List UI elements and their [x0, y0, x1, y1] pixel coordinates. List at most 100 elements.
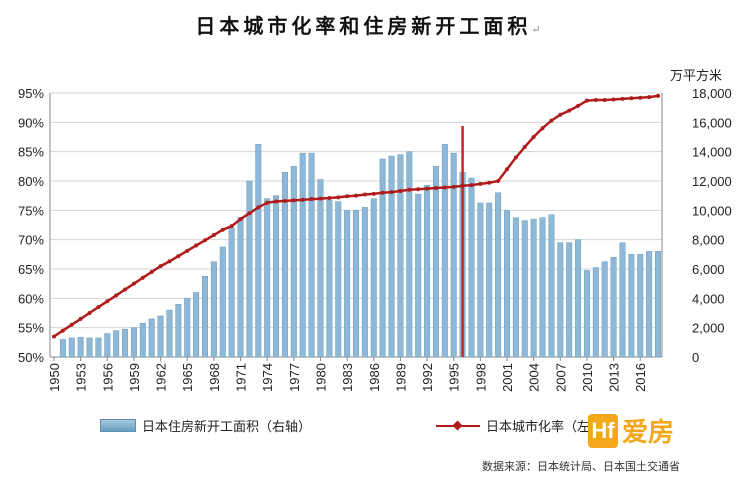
urbanization-point-1951 [60, 328, 65, 333]
bar-2013 [610, 257, 617, 358]
urbanization-point-1964 [176, 254, 181, 259]
x-tick-label: 1977 [287, 363, 302, 392]
urbanization-point-1973 [256, 205, 261, 210]
y-right-tick-label: 14,000 [692, 145, 732, 160]
chart-title-text: 日本城市化率和住房新开工面积 [195, 14, 532, 38]
y-right-tick-label: 12,000 [692, 174, 732, 189]
urbanization-point-2003 [522, 144, 527, 149]
bar-1998 [477, 202, 484, 358]
bar-1967 [202, 276, 208, 358]
legend-line-label: 日本城市化率（左轴） [486, 420, 617, 435]
bar-2009 [575, 239, 582, 358]
legend-line-entry: 日本城市化率（左轴） [436, 416, 616, 435]
y-left-tick-label: 65% [18, 262, 44, 277]
bar-1986 [370, 198, 377, 358]
bar-2001 [504, 210, 510, 358]
bar-1979 [308, 152, 315, 358]
bar-1999 [486, 202, 493, 358]
x-tick-label: 1965 [180, 363, 195, 392]
urbanization-point-1969 [220, 227, 225, 232]
urbanization-point-1995 [451, 184, 456, 189]
y-left-tick-label: 90% [18, 115, 44, 130]
urbanization-point-1981 [327, 196, 332, 201]
bar-1983 [344, 210, 351, 358]
urbanization-point-1997 [469, 183, 474, 188]
bar-2018 [655, 251, 661, 358]
bar-2006 [548, 214, 555, 358]
bar-1959 [130, 327, 137, 358]
urbanization-point-1974 [265, 200, 270, 205]
y-right-tick-label: 6,000 [692, 262, 725, 277]
x-tick-label: 1959 [127, 363, 142, 392]
x-tick-label: 1992 [420, 363, 435, 392]
urbanization-point-1977 [291, 198, 296, 203]
chart-title: 日本城市化率和住房新开工面积↵ [0, 10, 740, 39]
urbanization-point-2004 [531, 135, 536, 139]
return-mark-icon: ↵ [531, 23, 545, 36]
bar-1987 [379, 158, 386, 358]
bar-1997 [468, 177, 475, 358]
bar-1951 [59, 339, 66, 358]
urbanization-point-2010 [584, 98, 589, 103]
bar-1978 [299, 152, 306, 358]
urbanization-point-2015 [629, 96, 634, 101]
bar-1973 [255, 144, 262, 358]
urbanization-point-1996 [460, 183, 465, 188]
legend-line-swatch [436, 424, 480, 427]
urbanization-point-1993 [433, 186, 438, 191]
y-right-tick-label: 0 [692, 350, 699, 365]
y-left-tick-label: 95% [18, 86, 44, 101]
bar-2007 [557, 242, 564, 358]
urbanization-point-1984 [354, 193, 358, 198]
urbanization-point-2005 [540, 126, 545, 131]
bar-1976 [281, 171, 288, 358]
urbanization-point-1955 [96, 305, 101, 310]
x-tick-label: 1956 [100, 363, 115, 392]
urbanization-point-2018 [656, 93, 660, 98]
bar-2004 [530, 218, 537, 358]
bar-2012 [601, 261, 608, 358]
x-tick-label: 1950 [47, 363, 62, 392]
bar-1955 [95, 337, 102, 358]
bar-1974 [264, 198, 271, 358]
y-right-tick-label: 2,000 [692, 321, 725, 336]
urbanization-point-1968 [211, 232, 216, 237]
bar-1960 [139, 323, 146, 358]
urbanization-point-1958 [123, 287, 128, 292]
bar-1965 [184, 298, 191, 358]
bar-1970 [228, 227, 235, 358]
x-tick-label: 1986 [367, 363, 382, 392]
bar-2016 [637, 254, 644, 358]
urbanization-point-1978 [300, 197, 305, 202]
urbanization-point-2007 [558, 112, 563, 117]
urbanization-point-1966 [194, 243, 199, 248]
x-tick-label: 1989 [393, 363, 408, 392]
urbanization-point-1961 [149, 269, 154, 274]
x-tick-label: 1980 [313, 363, 328, 392]
urbanization-point-2008 [567, 108, 572, 113]
bar-2002 [512, 217, 519, 358]
bar-1985 [361, 207, 368, 358]
urbanization-point-1985 [362, 192, 367, 197]
urbanization-point-1986 [371, 191, 376, 196]
urbanization-point-2016 [638, 95, 643, 100]
bar-2011 [592, 267, 599, 358]
bar-1958 [122, 328, 129, 358]
urbanization-point-1962 [158, 264, 163, 269]
data-source-note: 数据来源：日本统计局、日本国土交通省 [482, 460, 680, 473]
urbanization-point-1975 [274, 199, 279, 204]
y-left-tick-label: 85% [18, 145, 44, 160]
bar-1963 [166, 309, 173, 358]
bar-1954 [86, 337, 93, 358]
x-tick-label: 2007 [553, 363, 568, 392]
bar-1982 [335, 201, 342, 358]
x-tick-label: 1968 [207, 363, 222, 392]
y-left-tick-label: 75% [18, 203, 44, 218]
bar-2005 [539, 217, 546, 358]
urbanization-point-1982 [336, 195, 341, 200]
bar-1989 [397, 154, 404, 358]
bar-1990 [406, 151, 413, 358]
urbanization-point-1965 [185, 248, 190, 253]
bar-1957 [113, 330, 120, 358]
bar-1969 [219, 246, 226, 358]
